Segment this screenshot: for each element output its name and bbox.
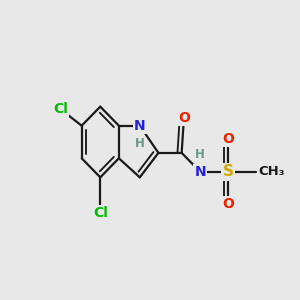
Text: Cl: Cl bbox=[93, 206, 108, 220]
Text: O: O bbox=[222, 197, 234, 212]
Text: H: H bbox=[195, 148, 205, 161]
Text: Cl: Cl bbox=[53, 102, 68, 116]
Text: S: S bbox=[223, 164, 234, 179]
Text: CH₃: CH₃ bbox=[258, 165, 285, 178]
Text: H: H bbox=[135, 137, 145, 150]
Text: O: O bbox=[178, 110, 190, 124]
Text: O: O bbox=[222, 132, 234, 146]
Text: N: N bbox=[134, 119, 146, 133]
Text: N: N bbox=[194, 165, 206, 179]
